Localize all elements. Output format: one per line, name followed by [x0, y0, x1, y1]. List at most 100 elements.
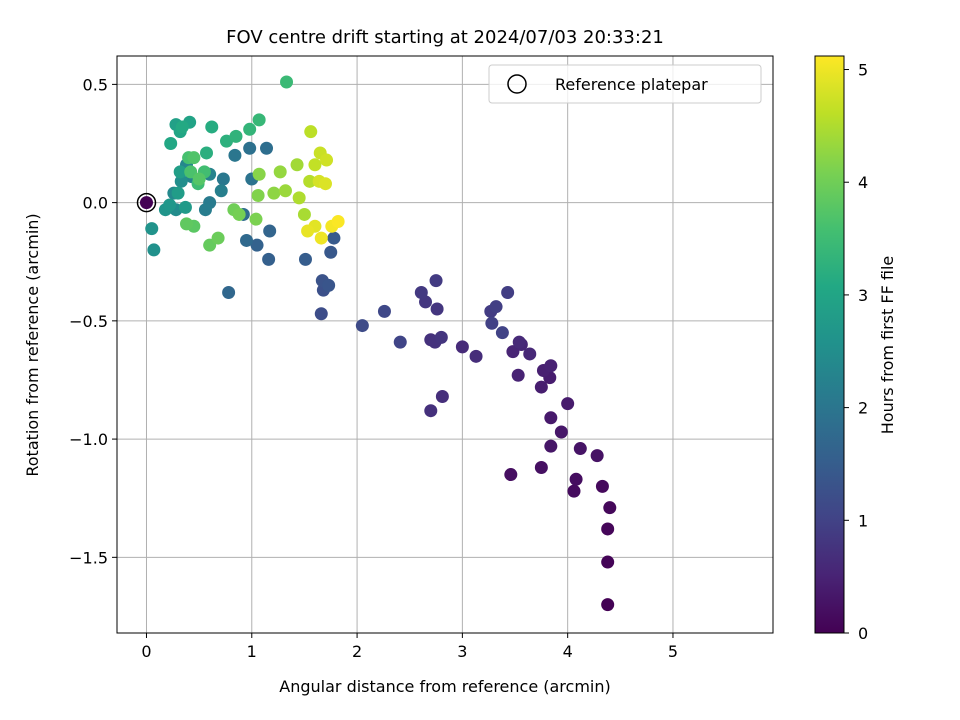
data-point — [290, 158, 304, 172]
data-point — [211, 231, 225, 245]
y-tick-label: −0.5 — [69, 312, 108, 331]
data-point — [327, 231, 341, 245]
data-point — [554, 425, 568, 439]
data-point — [601, 555, 615, 569]
data-point — [414, 285, 428, 299]
data-point — [192, 172, 206, 186]
data-point — [303, 174, 317, 188]
data-point — [501, 285, 515, 299]
data-point — [523, 347, 537, 361]
y-tick-label: 0.0 — [83, 194, 108, 213]
data-point — [429, 274, 443, 288]
chart-title: FOV centre drift starting at 2024/07/03 … — [226, 27, 664, 48]
data-point — [147, 243, 161, 257]
data-point — [164, 136, 178, 150]
colorbar-tick-label: 3 — [858, 286, 868, 305]
data-point — [544, 359, 558, 373]
data-point — [595, 479, 609, 493]
data-point — [260, 141, 274, 155]
data-point — [495, 326, 509, 340]
reference-data-point — [139, 196, 153, 210]
data-point — [544, 411, 558, 425]
data-point — [320, 153, 334, 167]
data-point — [145, 222, 159, 236]
data-point — [469, 349, 483, 363]
legend-box — [488, 64, 762, 104]
data-point — [252, 167, 266, 181]
data-point — [322, 278, 336, 292]
legend-entry-reference-platepar: Reference platepar — [555, 75, 708, 94]
data-point — [590, 449, 604, 463]
y-tick-label: 0.5 — [83, 75, 108, 94]
y-tick-label: −1.0 — [69, 430, 108, 449]
data-point — [377, 304, 391, 318]
data-point — [434, 330, 448, 344]
data-point — [243, 122, 257, 136]
colorbar-tick-label: 2 — [858, 399, 868, 418]
data-point — [324, 245, 338, 259]
data-point — [301, 224, 315, 238]
data-point — [430, 302, 444, 316]
data-point — [331, 215, 345, 229]
data-point — [485, 316, 499, 330]
data-point — [511, 368, 525, 382]
data-point — [278, 184, 292, 198]
data-point — [544, 439, 558, 453]
data-point — [489, 300, 503, 314]
x-tick-label: 3 — [457, 642, 467, 661]
data-point — [178, 200, 192, 214]
grid — [117, 56, 773, 633]
data-point — [314, 231, 328, 245]
data-point — [175, 120, 189, 134]
data-point — [179, 217, 193, 231]
x-tick-label: 2 — [352, 642, 362, 661]
data-point — [267, 186, 281, 200]
data-point — [251, 189, 265, 203]
data-point — [561, 397, 575, 411]
colorbar-tick-label: 0 — [858, 624, 868, 643]
data-point — [250, 238, 264, 252]
data-point — [603, 501, 617, 515]
colorbar-ticks: 0 1 2 3 4 5 — [844, 61, 868, 643]
data-point — [297, 207, 311, 221]
data-point — [187, 151, 201, 165]
data-point — [263, 224, 277, 238]
data-point — [205, 120, 219, 134]
data-point — [262, 252, 276, 266]
data-point — [173, 165, 187, 179]
data-point — [569, 472, 583, 486]
data-point — [512, 335, 526, 349]
data-point — [504, 468, 518, 482]
colorbar-gradient — [814, 55, 845, 634]
data-point — [228, 148, 242, 162]
y-tick-label: −1.5 — [69, 548, 108, 567]
data-point — [567, 484, 581, 498]
legend-marker-icon — [507, 74, 527, 94]
data-point — [534, 460, 548, 474]
data-point — [222, 285, 236, 299]
data-point — [435, 390, 449, 404]
colorbar: 0 1 2 3 4 5 Hours from first FF file — [814, 55, 897, 643]
data-point — [163, 198, 177, 212]
data-point — [318, 177, 332, 191]
x-tick-label: 1 — [247, 642, 257, 661]
data-point — [174, 174, 188, 188]
data-point — [198, 203, 212, 217]
data-point — [273, 165, 287, 179]
data-point — [573, 442, 587, 456]
data-point — [355, 319, 369, 333]
data-point — [424, 404, 438, 418]
data-point — [601, 522, 615, 536]
data-point — [216, 172, 230, 186]
data-point — [229, 129, 243, 143]
x-axis-ticks: 0 1 2 3 4 5 — [141, 633, 678, 661]
colorbar-tick-label: 5 — [858, 61, 868, 80]
colorbar-tick-label: 1 — [858, 511, 868, 530]
data-point — [171, 186, 185, 200]
data-point — [214, 184, 228, 198]
data-point — [252, 113, 266, 127]
reference-platepar-marker — [136, 192, 157, 213]
x-tick-label: 5 — [668, 642, 678, 661]
data-point — [243, 141, 257, 155]
colorbar-tick-label: 4 — [858, 173, 868, 192]
